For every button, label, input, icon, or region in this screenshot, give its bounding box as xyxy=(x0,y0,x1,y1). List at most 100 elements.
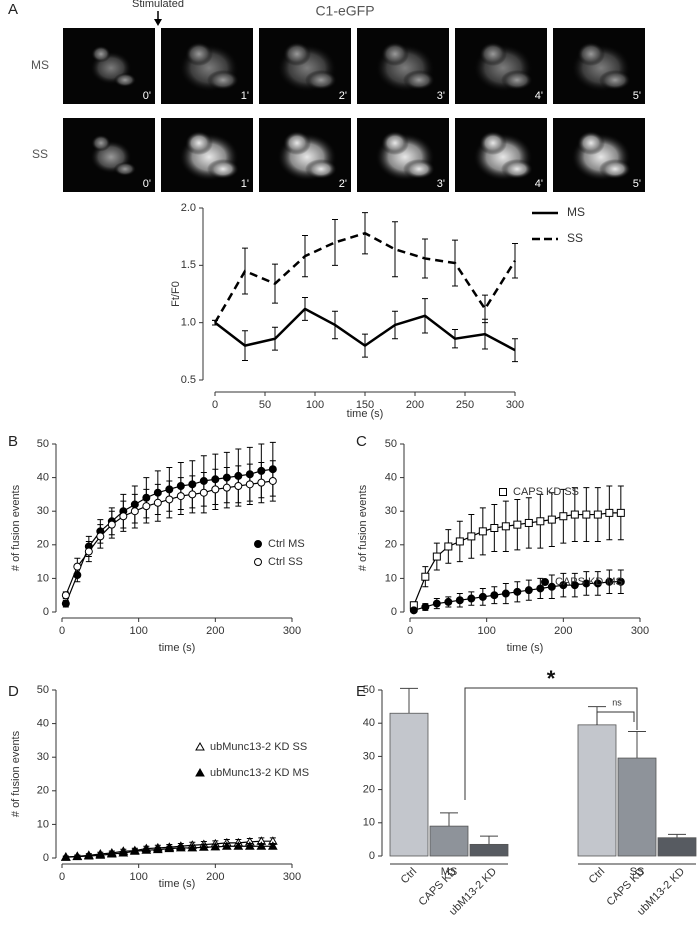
marker xyxy=(267,841,278,850)
x-tick-label: 200 xyxy=(554,625,572,637)
marker xyxy=(199,488,208,497)
panel-letter: E xyxy=(356,683,366,700)
significance-bracket xyxy=(464,687,638,800)
marker xyxy=(570,581,579,590)
time-label: 2' xyxy=(339,178,347,190)
marker xyxy=(106,848,117,858)
error-bar xyxy=(628,731,646,759)
x-tick-label: 200 xyxy=(206,625,224,637)
panel-letter: B xyxy=(8,433,18,450)
legend-label: Ctrl MS xyxy=(268,538,305,550)
significance-star: * xyxy=(547,666,556,691)
marker xyxy=(559,581,568,590)
marker xyxy=(176,492,185,501)
x-tick-label: 0 xyxy=(59,871,65,883)
marker xyxy=(582,510,591,519)
time-label: 3' xyxy=(437,90,445,102)
y-tick-label: 50 xyxy=(37,438,49,450)
marker xyxy=(490,524,499,532)
marker xyxy=(421,602,430,611)
error-bar xyxy=(242,247,248,295)
error-bar xyxy=(302,296,308,321)
marker xyxy=(524,518,533,527)
marker xyxy=(73,562,82,571)
time-label: 0' xyxy=(143,178,151,190)
marker xyxy=(616,508,625,517)
marker xyxy=(605,508,614,517)
marker xyxy=(130,507,139,516)
y-axis-label: # of fusion events xyxy=(10,484,22,571)
marker xyxy=(432,599,441,608)
y-axis-label: Ft/F0 xyxy=(170,281,182,307)
marker xyxy=(95,850,106,859)
bar xyxy=(469,843,509,857)
y-tick-label: 50 xyxy=(385,438,397,450)
category-label: Ctrl xyxy=(587,866,608,887)
marker xyxy=(616,577,625,586)
y-tick-label: 1.5 xyxy=(181,259,196,271)
panel-letter: D xyxy=(8,683,19,700)
error-bar xyxy=(272,326,278,351)
marker xyxy=(582,579,591,588)
marker xyxy=(175,842,186,852)
time-label: 1' xyxy=(241,178,249,190)
marker xyxy=(432,552,441,561)
x-tick-label: 100 xyxy=(129,625,147,637)
error-bar xyxy=(242,330,248,362)
y-tick-label: 50 xyxy=(37,684,49,696)
stimulus-arrowhead xyxy=(154,19,162,26)
time-label: 4' xyxy=(535,178,543,190)
ns-bracket xyxy=(596,711,635,725)
time-label: 2' xyxy=(339,90,347,102)
marker xyxy=(570,510,579,519)
legend-label: SS xyxy=(567,231,583,245)
error-bar xyxy=(512,338,518,363)
y-axis-label: # of fusion events xyxy=(357,484,369,571)
cell-signal xyxy=(501,159,533,179)
marker xyxy=(129,846,140,855)
marker xyxy=(244,841,255,850)
y-tick-label: 20 xyxy=(363,784,375,796)
y-tick-label: 10 xyxy=(363,817,375,829)
y-tick-label: 30 xyxy=(363,750,375,762)
marker xyxy=(256,841,267,850)
legend-marker xyxy=(195,767,205,777)
marker xyxy=(233,841,244,850)
y-tick-label: 2.0 xyxy=(181,202,196,214)
marker xyxy=(501,589,510,598)
marker xyxy=(221,841,232,850)
category-label: Ctrl xyxy=(399,866,420,887)
y-tick-label: 0.5 xyxy=(181,374,196,386)
error-bar xyxy=(362,333,368,358)
marker xyxy=(222,483,231,492)
y-tick-label: 20 xyxy=(37,539,49,551)
cell-signal xyxy=(185,42,213,66)
bar xyxy=(617,757,657,857)
marker xyxy=(409,606,418,615)
group-label: MS xyxy=(441,866,458,878)
image-title: C1-eGFP xyxy=(315,3,374,19)
marker xyxy=(118,847,129,857)
y-tick-label: 40 xyxy=(385,472,397,484)
marker xyxy=(153,498,162,507)
marker xyxy=(444,597,453,606)
x-tick-label: 100 xyxy=(306,399,324,411)
cell-signal xyxy=(207,159,239,179)
marker xyxy=(187,842,198,852)
x-axis-label: time (s) xyxy=(159,878,196,890)
cell-signal xyxy=(207,70,239,90)
error-bar xyxy=(422,298,428,334)
marker xyxy=(593,579,602,588)
marker xyxy=(467,594,476,603)
cell-signal xyxy=(91,45,111,63)
legend-marker xyxy=(254,558,262,566)
marker xyxy=(164,843,175,853)
y-tick-label: 10 xyxy=(37,572,49,584)
x-tick-label: 300 xyxy=(283,871,301,883)
cell-signal xyxy=(479,42,507,66)
time-label: 4' xyxy=(535,90,543,102)
legend-label: Ctrl SS xyxy=(268,556,303,568)
y-tick-label: 40 xyxy=(363,717,375,729)
x-tick-label: 300 xyxy=(631,625,649,637)
y-tick-label: 10 xyxy=(385,572,397,584)
